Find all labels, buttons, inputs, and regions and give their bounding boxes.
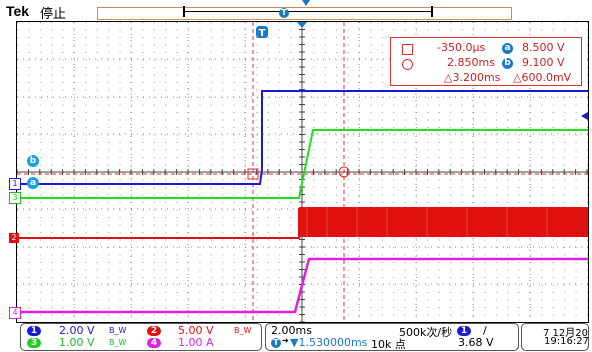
channel-settings-panel[interactable]: 1 2.00 V B_W 2 5.00 V B_W 3 1.00 V B_W 4… (20, 323, 262, 351)
waveform-display[interactable]: T -350.0μs a 8.500 V 2.850ms b 9.100 V △… (16, 21, 589, 323)
arrow-right-icon: ➜ (282, 336, 289, 345)
ch3-bandwidth-icon: B_W (109, 338, 127, 347)
trigger-source-badge: 1 (457, 326, 471, 336)
record-length: 10k 点 (371, 338, 406, 351)
ch2-badge: 2 (147, 326, 161, 336)
ch1-bandwidth-icon: B_W (109, 326, 127, 335)
cursor-b-time: 2.850ms (447, 56, 495, 69)
trigger-level[interactable]: 3.68 V (458, 336, 494, 349)
ch1-badge: 1 (27, 326, 41, 336)
datetime-panel: 7 12月20 19:16:27 (521, 323, 589, 351)
cursor-a-time: -350.0μs (437, 41, 486, 54)
cursor-a-marker (247, 168, 259, 180)
trigger-position-icon: T (279, 8, 289, 18)
ch3-scale[interactable]: 1.00 V (59, 336, 95, 349)
brand-logo: Tek (6, 3, 30, 19)
date: 7 12月20 (543, 328, 588, 339)
cursor-delta-value: △600.0mV (513, 71, 572, 84)
cursor-b-value: 9.100 V (522, 56, 565, 69)
ch4-ground-marker[interactable]: 4 (9, 307, 21, 319)
ch4-badge: 4 (147, 338, 161, 348)
cursor-b-label: b (502, 58, 513, 69)
ch3-badge: 3 (27, 338, 41, 348)
ch2-bandwidth-icon: B_W (234, 326, 252, 335)
trigger-slope-icon: / (483, 324, 487, 337)
ch2-scale[interactable]: 5.00 V (178, 324, 214, 337)
record-overview-bar[interactable]: T (97, 0, 512, 20)
cursor-a-icon (402, 44, 413, 55)
cursor-readout: -350.0μs a 8.500 V 2.850ms b 9.100 V △3.… (390, 37, 582, 86)
ch3-ground-marker[interactable]: 3 (9, 192, 21, 204)
cursor-b-icon (402, 59, 413, 70)
cursor-b-level-icon: b (27, 155, 39, 167)
status-bar: 1 2.00 V B_W 2 5.00 V B_W 3 1.00 V B_W 4… (0, 322, 592, 351)
cursor-a-label: a (502, 43, 513, 54)
time: 19:16:27 (544, 336, 589, 347)
ch2-ground-marker[interactable]: 2 (9, 233, 19, 243)
svg-text:T: T (259, 28, 266, 39)
horizontal-position[interactable]: ▼1.530000ms (290, 336, 368, 349)
timebase-trigger-panel[interactable]: 2.00ms T ➜ ▼1.530000ms 500k次/秒 10k 点 1 /… (265, 323, 519, 351)
record-view-window (183, 6, 433, 17)
cursor-a-value: 8.500 V (522, 41, 565, 54)
horizontal-scale[interactable]: 2.00ms (271, 324, 312, 337)
ch4-scale[interactable]: 1.00 A (178, 336, 214, 349)
acquisition-state: 停止 (40, 7, 67, 22)
trigger-icon: T (271, 338, 281, 348)
cursor-delta-time: △3.200ms (444, 71, 501, 84)
sample-rate: 500k次/秒 (399, 326, 453, 339)
top-bar: Tek 停止 T (0, 0, 592, 22)
cursor-b-marker (338, 166, 350, 178)
ch1-ground-marker[interactable]: 1 (9, 178, 21, 190)
ch1-scale[interactable]: 2.00 V (59, 324, 95, 337)
cursor-a-level-icon: a (27, 177, 39, 189)
expansion-point-icon (302, 0, 310, 6)
